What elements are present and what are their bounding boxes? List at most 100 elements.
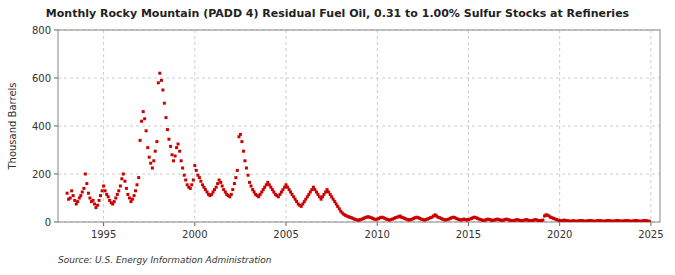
point [219, 181, 222, 184]
point [195, 169, 198, 172]
point [146, 146, 149, 149]
point [148, 156, 151, 159]
point [92, 199, 95, 202]
grid-line [194, 30, 195, 222]
grid-line [58, 174, 660, 175]
point [221, 185, 224, 188]
tick-label: 800 [32, 25, 51, 36]
point [248, 181, 251, 184]
grid-line [468, 30, 469, 222]
grid-line [286, 30, 287, 222]
point [104, 189, 107, 192]
point [70, 189, 73, 192]
point [243, 159, 246, 162]
point [88, 197, 91, 200]
tick-mark [54, 222, 58, 223]
point [174, 155, 177, 158]
point [189, 187, 192, 190]
point [230, 193, 233, 196]
point [193, 164, 196, 167]
point [157, 81, 160, 84]
grid-line [58, 78, 660, 79]
tick-label: 2025 [638, 229, 663, 240]
point [178, 150, 181, 153]
point [142, 110, 145, 113]
point [113, 200, 116, 203]
point [139, 139, 142, 142]
point [233, 182, 236, 185]
point [128, 197, 131, 200]
tick-label: 600 [32, 73, 51, 84]
point [160, 79, 163, 82]
point [102, 185, 105, 188]
point [76, 200, 79, 203]
tick-mark [54, 30, 58, 31]
point [114, 197, 117, 200]
tick-mark [54, 126, 58, 127]
grid-line [103, 30, 104, 222]
point [116, 193, 119, 196]
tick-mark [286, 222, 287, 226]
tick-mark [54, 78, 58, 79]
point [648, 220, 651, 222]
point [171, 153, 174, 156]
point [166, 128, 169, 131]
tick-mark [194, 222, 195, 226]
point [96, 204, 99, 207]
point [190, 183, 193, 186]
tick-label: 1995 [91, 229, 116, 240]
tick-mark [54, 174, 58, 175]
point [177, 143, 180, 146]
point [122, 173, 125, 176]
point [169, 145, 172, 148]
point [172, 159, 175, 162]
point [175, 146, 178, 149]
point [181, 167, 184, 170]
tick-label: 2010 [365, 229, 390, 240]
tick-label: 2015 [456, 229, 481, 240]
tick-mark [650, 222, 651, 226]
point [72, 194, 75, 197]
point [137, 176, 140, 179]
point [242, 150, 245, 153]
point [240, 140, 243, 143]
point [184, 179, 187, 182]
point [99, 194, 102, 197]
point [215, 186, 218, 189]
tick-label: 200 [32, 169, 51, 180]
grid-line [58, 126, 660, 127]
points [66, 72, 651, 222]
plot-frame [58, 30, 660, 222]
grid-line [559, 30, 560, 222]
axis-label: Thousand Barrels [7, 82, 18, 170]
tick-mark [559, 222, 560, 226]
point [135, 183, 138, 186]
tick-label: 2000 [182, 229, 207, 240]
point [236, 169, 239, 172]
chart: Monthly Rocky Mountain (PADD 4) Residual… [0, 0, 675, 275]
point [234, 176, 237, 179]
point [239, 133, 242, 136]
tick-mark [468, 222, 469, 226]
point [151, 167, 154, 170]
point [79, 194, 82, 197]
point [73, 199, 76, 202]
source: Source: U.S. Energy Information Administ… [58, 255, 272, 265]
point [126, 193, 129, 196]
point [216, 182, 219, 185]
point [125, 187, 128, 190]
point [93, 203, 96, 206]
tick-label: 0 [45, 217, 51, 228]
point [163, 102, 166, 105]
point [192, 179, 195, 182]
grid [58, 30, 660, 222]
grid-line [650, 30, 651, 222]
point [84, 173, 87, 176]
title: Monthly Rocky Mountain (PADD 4) Residual… [46, 7, 630, 20]
tick-mark [103, 222, 104, 226]
point [183, 174, 186, 177]
point [145, 129, 148, 132]
point [81, 191, 84, 194]
point [107, 195, 110, 198]
point [541, 219, 544, 222]
